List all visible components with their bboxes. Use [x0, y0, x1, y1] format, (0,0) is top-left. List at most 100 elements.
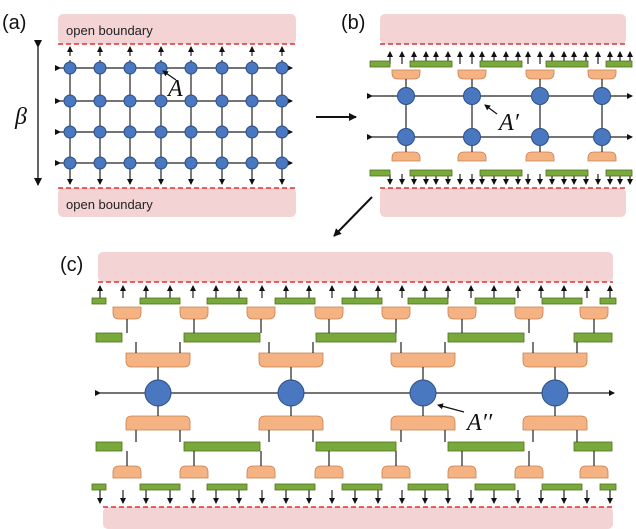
- tensor-node: [215, 61, 229, 75]
- beta-symbol: β: [14, 104, 27, 130]
- tensor-node: [93, 61, 107, 75]
- disentangler: [605, 60, 633, 68]
- tensor-node: [277, 379, 305, 407]
- isometry: [391, 151, 421, 162]
- disentangler: [605, 169, 633, 177]
- isometry: [179, 306, 209, 320]
- tensor-node: [123, 94, 137, 108]
- disentangler: [369, 60, 391, 68]
- tensor-node: [275, 94, 289, 108]
- isometry: [390, 352, 456, 368]
- tensor-node: [593, 87, 611, 105]
- isometry: [258, 352, 324, 368]
- panel-a-label: (a): [2, 12, 26, 34]
- disentangler: [274, 483, 316, 491]
- tensor-node: [463, 87, 481, 105]
- isometry: [514, 465, 544, 479]
- isometry: [522, 352, 588, 368]
- tensor-node: [154, 156, 168, 170]
- panel-a: (a) open boundary open boundary β A: [2, 12, 296, 217]
- isometry: [587, 69, 617, 80]
- tensor-node: [245, 94, 259, 108]
- disentangler: [545, 169, 589, 177]
- panel-c: (c) A′′: [60, 252, 617, 529]
- isometry: [514, 306, 544, 320]
- disentangler: [183, 441, 261, 452]
- tensor-node: [531, 87, 549, 105]
- tensor-node: [275, 61, 289, 75]
- tensor-a-pointer: [162, 70, 177, 81]
- disentangler: [541, 297, 583, 305]
- tensor-node: [154, 94, 168, 108]
- tensor-node: [93, 94, 107, 108]
- tensor-node: [93, 156, 107, 170]
- tensor-node: [154, 125, 168, 139]
- disentangler: [315, 441, 397, 452]
- panel-c-label: (c): [60, 254, 83, 276]
- isometry: [525, 69, 555, 80]
- tensor-node: [531, 128, 549, 146]
- coarse-grained-network: [91, 285, 617, 504]
- disentangler: [369, 169, 391, 177]
- disentangler: [541, 483, 583, 491]
- open-boundary-bottom: [380, 188, 626, 217]
- tensor-node: [63, 61, 77, 75]
- disentangler: [315, 332, 397, 343]
- disentangler: [573, 441, 613, 452]
- tensor-node: [245, 61, 259, 75]
- tensor-node: [463, 128, 481, 146]
- disentangler: [599, 483, 617, 491]
- disentangler: [95, 441, 123, 452]
- isometry: [587, 151, 617, 162]
- isometry: [525, 151, 555, 162]
- disentangler: [91, 297, 107, 305]
- disentangler: [407, 483, 449, 491]
- isometry: [179, 465, 209, 479]
- coarse-grained-network: [367, 51, 633, 185]
- isometry: [381, 465, 411, 479]
- isometry: [447, 306, 477, 320]
- tensor-node: [184, 156, 198, 170]
- tensor-node: [123, 156, 137, 170]
- arrow-icon: [333, 196, 373, 237]
- tensor-a-label: A: [166, 76, 183, 102]
- disentangler: [545, 60, 589, 68]
- disentangler: [341, 297, 383, 305]
- disentangler: [479, 169, 523, 177]
- open-boundary-bottom-label: open boundary: [66, 197, 153, 212]
- isometry: [390, 415, 456, 431]
- isometry: [125, 415, 191, 431]
- tensor-node: [215, 94, 229, 108]
- open-boundary-bottom: [103, 507, 613, 529]
- open-boundary-top-label: open boundary: [66, 23, 153, 38]
- isometry: [112, 306, 142, 320]
- isometry: [246, 465, 276, 479]
- isometry: [457, 151, 487, 162]
- disentangler: [206, 297, 248, 305]
- tensor-node: [184, 61, 198, 75]
- tensor-node: [245, 156, 259, 170]
- disentangler: [139, 483, 181, 491]
- disentangler: [474, 297, 516, 305]
- isometry: [246, 306, 276, 320]
- isometry: [447, 465, 477, 479]
- tensor-node: [275, 125, 289, 139]
- disentangler: [183, 332, 261, 343]
- isometry: [258, 415, 324, 431]
- tensor-node: [397, 128, 415, 146]
- tensor-node: [184, 94, 198, 108]
- disentangler: [95, 332, 123, 343]
- disentangler: [409, 169, 453, 177]
- disentangler: [407, 297, 449, 305]
- panel-b-label: (b): [341, 12, 365, 34]
- tensor-node: [144, 379, 172, 407]
- disentangler: [447, 332, 525, 343]
- disentangler: [409, 60, 453, 68]
- isometry: [314, 465, 344, 479]
- tensor-node: [63, 125, 77, 139]
- disentangler: [447, 441, 525, 452]
- tensor-node: [409, 379, 437, 407]
- disentangler: [274, 297, 316, 305]
- disentangler: [91, 483, 107, 491]
